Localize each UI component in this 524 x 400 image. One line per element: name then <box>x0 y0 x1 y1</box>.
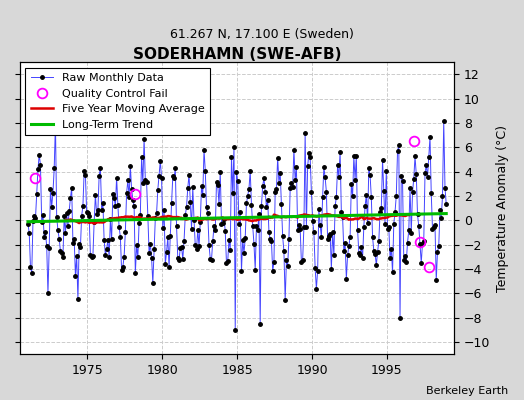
Raw Monthly Data <box>373 262 379 267</box>
Legend: Raw Monthly Data, Quality Control Fail, Five Year Moving Average, Long-Term Tren: Raw Monthly Data, Quality Control Fail, … <box>26 68 211 135</box>
Long-Term Trend <box>117 218 124 222</box>
Raw Monthly Data <box>25 222 31 226</box>
Raw Monthly Data <box>443 202 450 207</box>
Text: Berkeley Earth: Berkeley Earth <box>426 386 508 396</box>
Long-Term Trend <box>443 211 450 216</box>
Raw Monthly Data <box>150 281 156 286</box>
Five Year Moving Average <box>191 216 197 221</box>
Raw Monthly Data <box>30 219 36 224</box>
Raw Monthly Data <box>441 119 447 124</box>
Five Year Moving Average <box>324 212 331 216</box>
Long-Term Trend <box>259 215 266 220</box>
Long-Term Trend <box>25 219 31 224</box>
Five Year Moving Average <box>238 216 245 221</box>
Raw Monthly Data <box>232 328 238 332</box>
Five Year Moving Average <box>302 212 308 217</box>
Y-axis label: Temperature Anomaly (°C): Temperature Anomaly (°C) <box>496 125 509 292</box>
Line: Raw Monthly Data: Raw Monthly Data <box>26 120 448 332</box>
Raw Monthly Data <box>117 235 124 240</box>
Raw Monthly Data <box>368 195 375 200</box>
Line: Five Year Moving Average: Five Year Moving Average <box>66 214 409 224</box>
Five Year Moving Average <box>91 221 97 226</box>
Line: Long-Term Trend: Long-Term Trend <box>28 214 446 222</box>
Five Year Moving Average <box>62 218 69 223</box>
Long-Term Trend <box>30 219 36 224</box>
Five Year Moving Average <box>242 217 248 222</box>
Text: 61.267 N, 17.100 E (Sweden): 61.267 N, 17.100 E (Sweden) <box>170 28 354 41</box>
Long-Term Trend <box>150 217 156 222</box>
Long-Term Trend <box>372 212 378 217</box>
Raw Monthly Data <box>261 176 267 180</box>
Long-Term Trend <box>367 213 373 218</box>
Title: SODERHAMN (SWE-AFB): SODERHAMN (SWE-AFB) <box>133 47 341 62</box>
Five Year Moving Average <box>406 213 412 218</box>
Five Year Moving Average <box>108 216 115 221</box>
Five Year Moving Average <box>268 215 275 220</box>
